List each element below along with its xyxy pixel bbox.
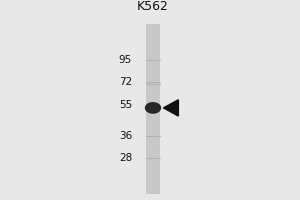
Text: 95: 95 [119, 55, 132, 65]
Text: 72: 72 [119, 77, 132, 87]
Text: 28: 28 [119, 153, 132, 163]
Polygon shape [164, 100, 178, 116]
Bar [146, 24, 160, 194]
Text: 36: 36 [119, 131, 132, 141]
Text: K562: K562 [137, 0, 169, 13]
Ellipse shape [145, 102, 161, 114]
Text: 55: 55 [119, 100, 132, 110]
